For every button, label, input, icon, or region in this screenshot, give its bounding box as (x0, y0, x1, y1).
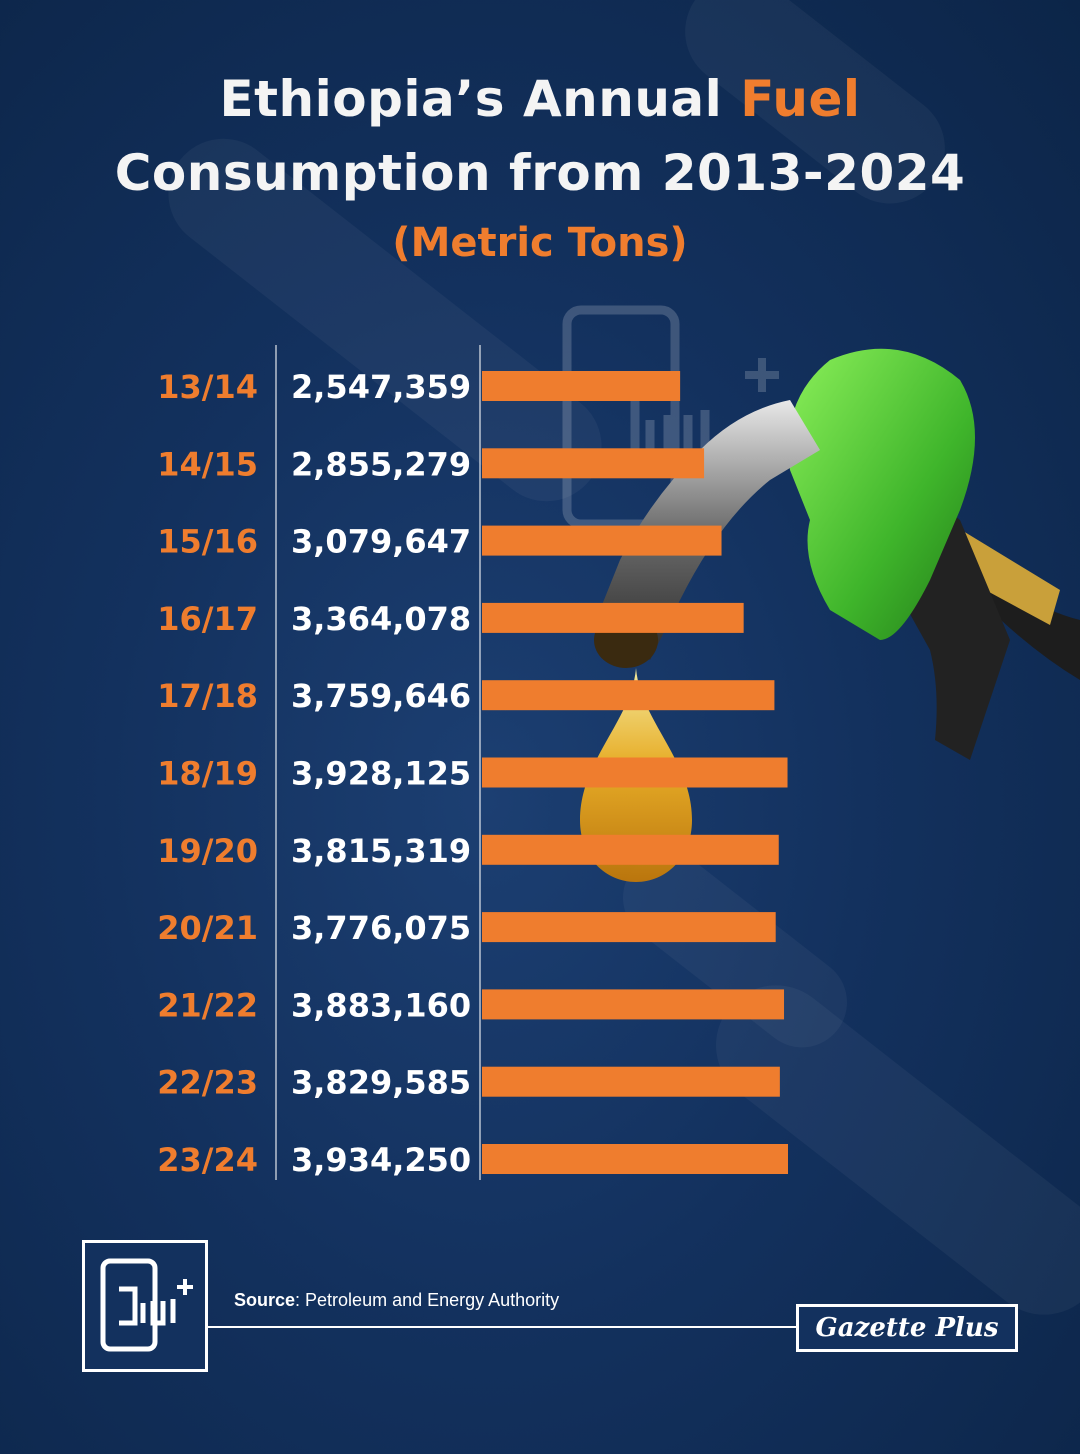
title-line1-prefix: Ethiopia’s Annual (219, 70, 741, 128)
category-label: 16/17 (157, 600, 258, 638)
bar-16-17 (482, 602, 744, 633)
bar-15-16 (482, 525, 722, 556)
bar-18-19 (482, 757, 788, 788)
source-text: : Petroleum and Energy Authority (295, 1290, 560, 1310)
category-label: 18/19 (157, 755, 258, 793)
bar-13-14 (482, 371, 681, 401)
value-label: 3,883,160 (291, 986, 471, 1024)
value-label: 2,855,279 (291, 445, 471, 483)
category-label: 23/24 (157, 1141, 258, 1179)
category-label: 22/23 (157, 1064, 258, 1102)
bar-17-18 (482, 680, 775, 711)
value-label: 3,934,250 (291, 1141, 471, 1179)
value-label: 3,829,585 (291, 1064, 471, 1102)
chart-title: Ethiopia’s Annual Fuel Consumption from … (0, 62, 1080, 210)
value-label: 3,364,078 (291, 600, 471, 638)
category-label: 19/20 (157, 832, 258, 870)
value-label: 3,815,319 (291, 832, 471, 870)
bar-23-24 (482, 1144, 788, 1174)
category-label: 20/21 (157, 909, 258, 947)
bar-20-21 (482, 912, 776, 943)
value-label: 3,759,646 (291, 677, 471, 715)
value-label: 2,547,359 (291, 368, 471, 406)
title-line2: Consumption from 2013-2024 (114, 144, 966, 202)
bar-14-15 (482, 448, 705, 479)
category-label: 14/15 (157, 445, 258, 483)
title-line1-accent: Fuel (740, 70, 861, 128)
chart-subtitle: (Metric Tons) (392, 220, 688, 266)
bar-21-22 (482, 989, 785, 1020)
source-label: Source (234, 1290, 296, 1310)
category-label: 21/22 (157, 986, 258, 1024)
bar-22-23 (482, 1066, 780, 1097)
brand-badge: Gazette Plus (796, 1304, 1018, 1352)
footer-divider (208, 1326, 798, 1328)
bar-19-20 (482, 834, 779, 865)
publisher-logo (82, 1240, 208, 1372)
value-label: 3,928,125 (291, 755, 471, 793)
category-label: 17/18 (157, 677, 258, 715)
category-label: 15/16 (157, 523, 258, 561)
source-note: Source: Petroleum and Energy Authority (234, 1290, 559, 1311)
tablet-logo-icon (100, 1258, 193, 1352)
value-label: 3,776,075 (291, 909, 471, 947)
category-label: 13/14 (157, 368, 258, 406)
value-label: 3,079,647 (291, 523, 471, 561)
